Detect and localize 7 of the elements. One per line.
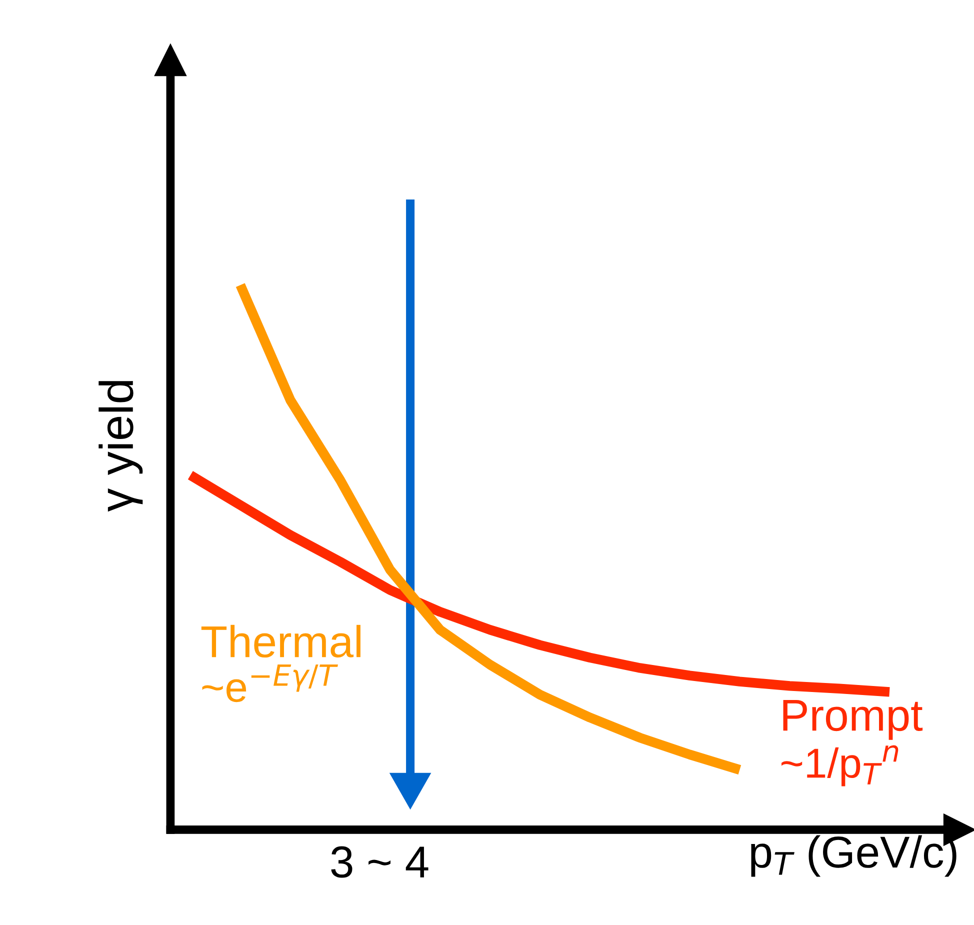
annotation: ~e$^{−Eγ/T}$ xyxy=(202,664,338,702)
series-label: Thermal xyxy=(201,624,360,658)
y-axis-title: γ yield xyxy=(98,381,143,512)
series-label: Prompt xyxy=(783,700,923,740)
x-axis-title: p$_{T}$ (GeV/c) xyxy=(751,835,956,877)
text: 3 ~ 4 xyxy=(331,846,428,878)
annotation: ~1/p$_{T}$$^{n}$ xyxy=(782,745,898,786)
